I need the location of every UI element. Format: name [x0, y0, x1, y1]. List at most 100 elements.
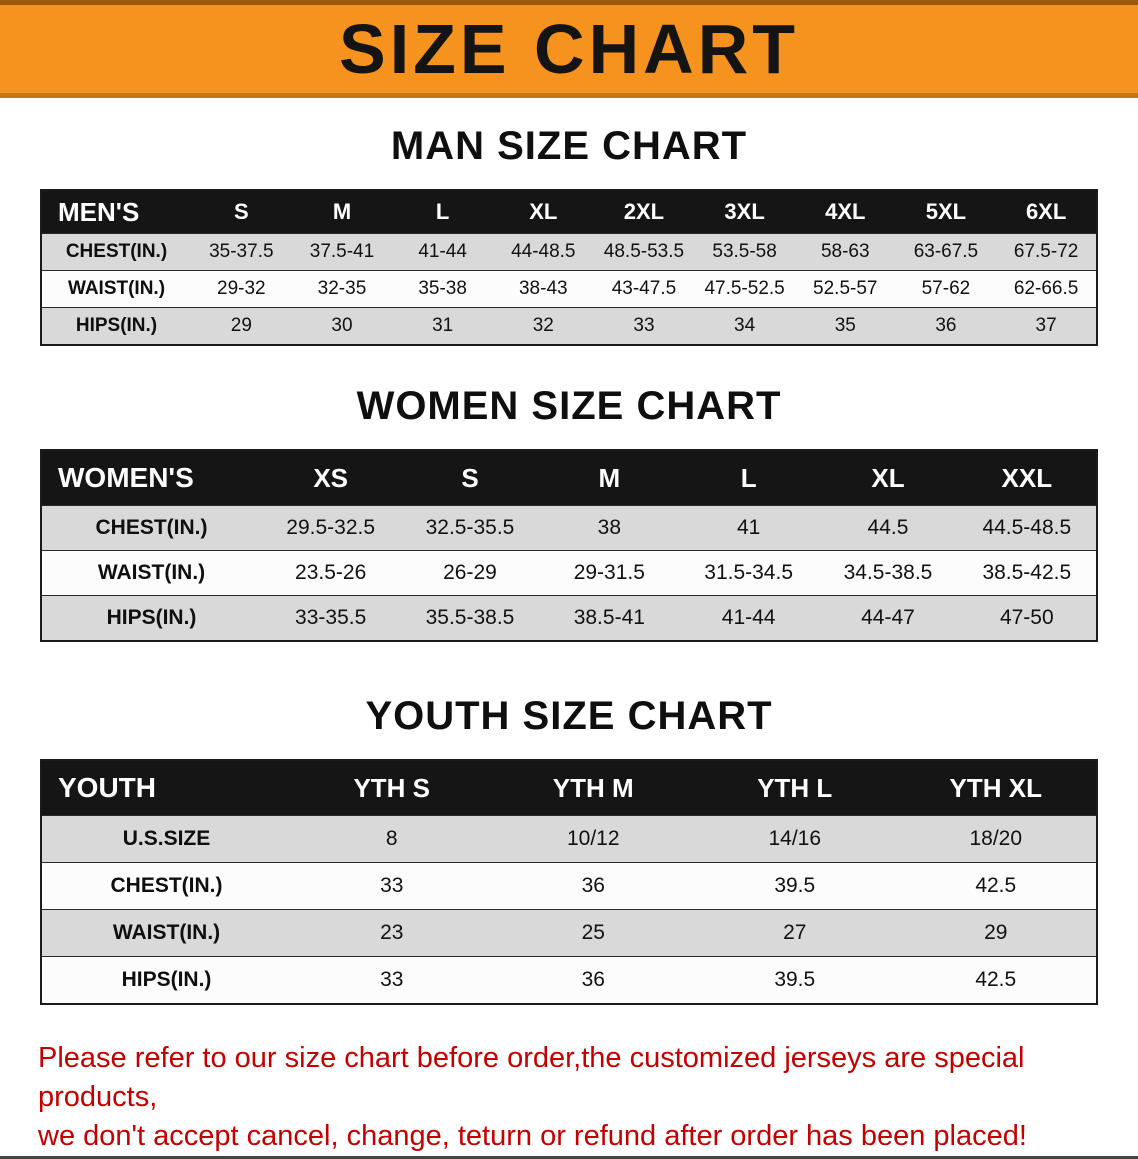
size-value-cell: 38 [597, 516, 621, 539]
size-value-cell: 44.5 [867, 516, 909, 539]
women-size-header: XS [313, 462, 348, 493]
size-value-cell: 37 [1035, 315, 1057, 336]
youth-chest-row: CHEST(IN.) 33 36 39.5 42.5 [41, 862, 1097, 910]
size-value-cell: 33 [380, 968, 404, 991]
size-value-cell: 10/12 [566, 827, 620, 850]
size-value-cell: 44-48.5 [511, 241, 576, 262]
order-disclaimer: Please refer to our size chart before or… [38, 1039, 1100, 1156]
row-label: WAIST(IN.) [112, 921, 221, 944]
size-value-cell: 47-50 [999, 606, 1054, 629]
size-value-cell: 25 [581, 921, 605, 944]
size-value-cell: 41 [736, 516, 761, 539]
men-chest-row: CHEST(IN.) 35-37.5 37.5-41 41-44 44-48.5… [41, 233, 1097, 271]
row-label: HIPS(IN.) [121, 968, 212, 991]
size-value-cell: 52.5-57 [813, 278, 878, 299]
row-label: HIPS(IN.) [106, 606, 197, 629]
youth-size-header: YTH M [552, 772, 634, 803]
youth-hips-row: HIPS(IN.) 33 36 39.5 42.5 [41, 956, 1097, 1004]
size-value-cell: 67.5-72 [1013, 241, 1079, 262]
size-value-cell: 29 [984, 921, 1008, 944]
disclaimer-line-1: Please refer to our size chart before or… [38, 1042, 1025, 1114]
size-value-cell: 35.5-38.5 [425, 606, 515, 629]
men-waist-row: WAIST(IN.) 29-32 32-35 35-38 38-43 43-47… [41, 270, 1097, 308]
size-value-cell: 38.5-41 [573, 606, 645, 629]
size-value-cell: 38.5-42.5 [982, 561, 1072, 584]
women-size-header: L [740, 462, 757, 493]
size-value-cell: 44-47 [861, 606, 915, 629]
youth-size-header: YTH L [757, 772, 833, 803]
men-size-header: 5XL [925, 199, 967, 224]
size-value-cell: 35 [834, 315, 856, 336]
youth-size-table: YOUTH YTH S YTH M YTH L YTH XL U.S.SIZE … [40, 759, 1098, 1005]
youth-ussize-row: U.S.SIZE 8 10/12 14/16 18/20 [41, 815, 1097, 863]
women-table-corner-label: WOMEN'S [58, 462, 194, 493]
women-size-section: WOMEN SIZE CHART WOMEN'S XS S M L XL XXL… [0, 384, 1138, 642]
men-size-table: MEN'S S M L XL 2XL 3XL 4XL 5XL 6XL CHEST… [40, 189, 1098, 346]
men-hips-row: HIPS(IN.) 29 30 31 32 33 34 35 36 37 [41, 307, 1097, 345]
youth-section-heading: YOUTH SIZE CHART [365, 694, 773, 738]
size-value-cell: 34 [734, 315, 756, 336]
size-value-cell: 31.5-34.5 [704, 561, 794, 584]
size-value-cell: 38-43 [518, 278, 568, 299]
size-value-cell: 36 [581, 874, 605, 897]
youth-size-header: YTH S [353, 772, 431, 803]
size-value-cell: 30 [331, 315, 353, 336]
size-value-cell: 34.5-38.5 [843, 561, 933, 584]
men-size-header: M [332, 199, 352, 224]
youth-header-row: YOUTH YTH S YTH M YTH L YTH XL [41, 760, 1097, 816]
women-size-header: XL [871, 462, 905, 493]
men-section-heading: MAN SIZE CHART [390, 124, 748, 168]
size-value-cell: 39.5 [774, 874, 816, 897]
size-value-cell: 33 [380, 874, 404, 897]
size-value-cell: 23.5-26 [295, 561, 367, 584]
size-chart-banner: SIZE CHART [0, 0, 1138, 98]
size-value-cell: 29-32 [217, 278, 266, 299]
row-label: CHEST(IN.) [95, 516, 208, 539]
size-value-cell: 63-67.5 [913, 241, 979, 262]
size-value-cell: 35-38 [418, 278, 467, 299]
size-value-cell: 32-35 [317, 278, 367, 299]
men-size-header: 6XL [1025, 199, 1067, 224]
size-value-cell: 58-63 [820, 241, 870, 262]
youth-size-header: YTH XL [949, 772, 1042, 803]
size-value-cell: 44.5-48.5 [982, 516, 1072, 539]
men-size-section: MAN SIZE CHART MEN'S S M L XL 2XL 3XL 4X… [0, 124, 1138, 346]
women-size-header: M [598, 462, 621, 493]
size-value-cell: 57-62 [921, 278, 971, 299]
size-value-cell: 41-44 [418, 241, 467, 262]
size-value-cell: 14/16 [768, 827, 822, 850]
women-chest-row: CHEST(IN.) 29.5-32.5 32.5-35.5 38 41 44.… [41, 505, 1097, 551]
size-value-cell: 31 [432, 315, 454, 336]
women-header-row: WOMEN'S XS S M L XL XXL [41, 450, 1097, 506]
size-value-cell: 33-35.5 [295, 606, 367, 629]
youth-waist-row: WAIST(IN.) 23 25 27 29 [41, 909, 1097, 957]
banner-title: SIZE CHART [339, 10, 799, 88]
men-table-corner-label: MEN'S [58, 196, 140, 227]
size-value-cell: 33 [633, 315, 655, 336]
size-value-cell: 32 [532, 315, 554, 336]
size-value-cell: 35-37.5 [209, 241, 274, 262]
women-section-heading: WOMEN SIZE CHART [356, 384, 782, 428]
size-value-cell: 18/20 [969, 827, 1023, 850]
size-value-cell: 27 [783, 921, 807, 944]
size-value-cell: 26-29 [443, 561, 497, 584]
row-label: WAIST(IN.) [97, 561, 206, 584]
size-value-cell: 48.5-53.5 [603, 241, 685, 262]
size-value-cell: 42.5 [975, 874, 1017, 897]
size-value-cell: 62-66.5 [1013, 278, 1079, 299]
women-waist-row: WAIST(IN.) 23.5-26 26-29 29-31.5 31.5-34… [41, 550, 1097, 596]
row-label: HIPS(IN.) [75, 315, 158, 336]
row-label: U.S.SIZE [122, 827, 211, 850]
men-size-header: XL [529, 199, 558, 224]
size-value-cell: 36 [935, 315, 957, 336]
women-size-header: S [461, 462, 479, 493]
size-value-cell: 29 [230, 315, 252, 336]
size-value-cell: 53.5-58 [712, 241, 777, 262]
youth-size-section: YOUTH SIZE CHART YOUTH YTH S YTH M YTH L… [0, 694, 1138, 1005]
women-hips-row: HIPS(IN.) 33-35.5 35.5-38.5 38.5-41 41-4… [41, 595, 1097, 641]
men-size-header: S [233, 199, 249, 224]
size-value-cell: 23 [380, 921, 404, 944]
men-size-header: L [435, 199, 450, 224]
men-size-header: 4XL [825, 199, 866, 224]
row-label: WAIST(IN.) [67, 278, 166, 299]
